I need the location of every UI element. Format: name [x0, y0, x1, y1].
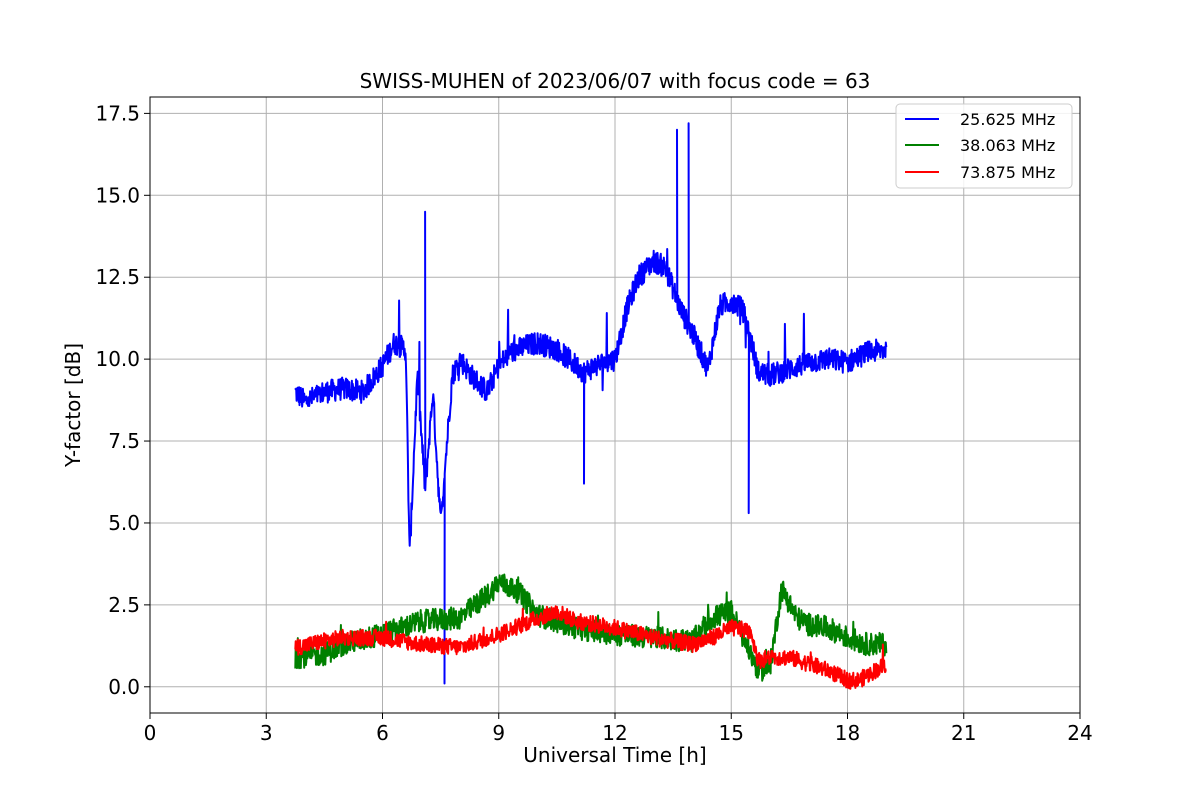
legend: 25.625 MHz 38.063 MHz 73.875 MHz	[895, 103, 1073, 189]
series-25mhz	[294, 122, 888, 685]
x-tick-label: 18	[835, 721, 860, 745]
x-tick-label: 21	[951, 721, 976, 745]
y-tick-label: 15.0	[95, 183, 140, 207]
legend-label-25mhz: 25.625 MHz	[960, 110, 1055, 129]
y-tick-label: 12.5	[95, 265, 140, 289]
series-layer	[294, 122, 888, 690]
chart-title: SWISS-MUHEN of 2023/06/07 with focus cod…	[360, 69, 871, 93]
y-tick-label: 10.0	[95, 347, 140, 371]
x-tick-label: 9	[492, 721, 505, 745]
ticks: 0 3 6 9 12 15 18 21 24 0.0 2.5 5.0 7.5 10.0 12.5 15.0 17…	[95, 101, 1092, 745]
x-tick-label: 0	[144, 721, 157, 745]
x-tick-label: 15	[719, 721, 744, 745]
legend-label-38mhz: 38.063 MHz	[960, 136, 1055, 155]
y-axis-label: Y-factor [dB]	[61, 343, 85, 468]
x-tick-label: 12	[602, 721, 627, 745]
x-axis-label: Universal Time [h]	[523, 743, 706, 767]
y-tick-label: 17.5	[95, 101, 140, 125]
x-tick-label: 24	[1067, 721, 1092, 745]
series-73mhz	[294, 605, 887, 690]
y-tick-label: 2.5	[108, 593, 140, 617]
x-tick-label: 3	[260, 721, 273, 745]
y-tick-label: 7.5	[108, 429, 140, 453]
legend-label-73mhz: 73.875 MHz	[960, 163, 1055, 182]
y-tick-label: 5.0	[108, 511, 140, 535]
x-tick-label: 6	[376, 721, 389, 745]
legend-box	[895, 103, 1073, 189]
y-tick-label: 0.0	[108, 675, 140, 699]
